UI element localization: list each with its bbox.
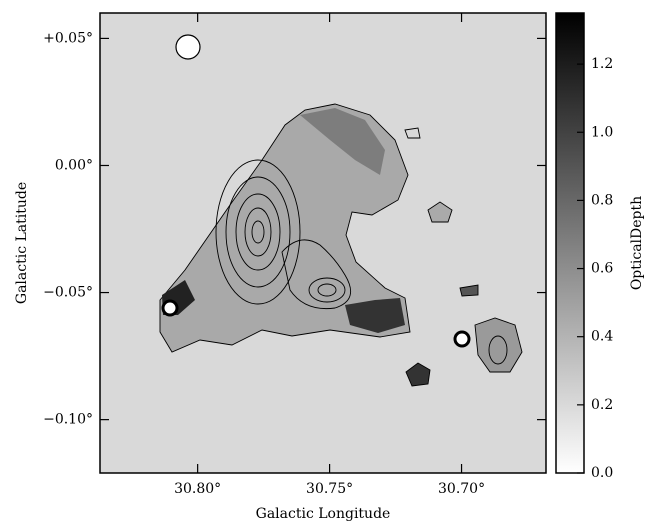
x-axis-label: Galactic Longitude (256, 506, 391, 522)
x-tick-label: 30.75° (306, 481, 353, 497)
y-axis-label: Galactic Latitude (14, 182, 30, 304)
y-tick-label: +0.05° (43, 30, 93, 46)
colorbar-tick-label: 0.8 (591, 192, 613, 208)
x-tick-label: 30.70° (438, 481, 485, 497)
beam (175, 34, 201, 60)
cloud-map (159, 103, 523, 387)
colorbar-tick-label: 0.0 (591, 465, 613, 481)
colorbar-tick-label: 1.2 (591, 56, 613, 72)
y-tick-label: −0.10° (43, 412, 93, 428)
plot-frame (99, 12, 547, 474)
colorbar-tick-label: 1.0 (591, 124, 613, 140)
x-tick-label: 30.80° (174, 481, 221, 497)
y-tick-label: −0.05° (43, 285, 93, 301)
colorbar (555, 12, 585, 474)
colorbar-tick-label: 0.6 (591, 261, 613, 277)
colorbar-tick-label: 0.4 (591, 329, 613, 345)
y-tick-label: 0.00° (55, 157, 93, 173)
colorbar-label: OpticalDepth (629, 196, 645, 290)
colorbar-tick-label: 0.2 (591, 397, 613, 413)
